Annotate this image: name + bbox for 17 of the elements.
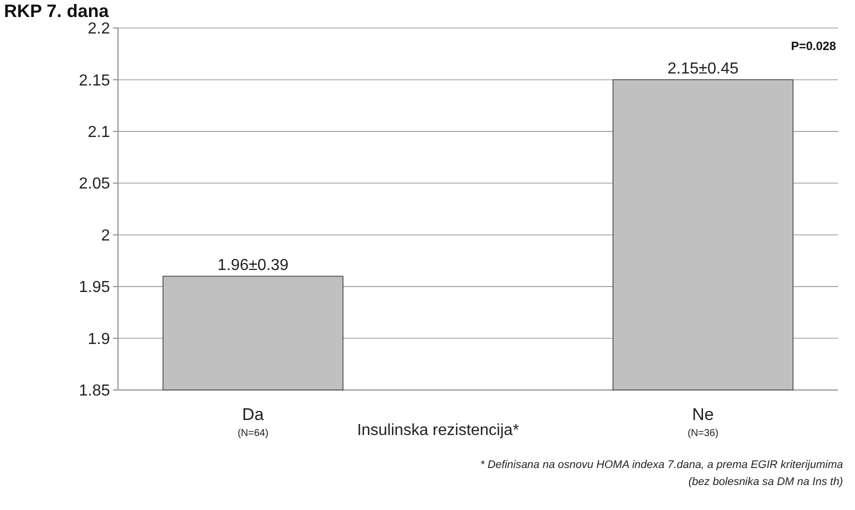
- text: (bez bolesnika sa DM na Ins th): [688, 476, 844, 488]
- y-tick-label: 2: [101, 227, 110, 244]
- x-tick-label: Da (N=64): [238, 405, 268, 439]
- x-tick-label: Ne (N=36): [688, 405, 718, 439]
- y-tick-label: 1.9: [88, 330, 110, 348]
- text: * Definisana na osnovu HOMA indexa 7.dana, a prema EGIR kriterijumima: [480, 459, 843, 471]
- y-tick-label: 1.95: [78, 279, 110, 296]
- y-tick-label: 2.2: [88, 20, 110, 38]
- y-tick-label: 1.85: [78, 382, 110, 400]
- y-tick-label: 2.15: [78, 72, 110, 90]
- chart-title: RKP 7. dana: [4, 1, 110, 21]
- y-tick-label: 2.05: [78, 176, 110, 193]
- x-axis-title: Insulinska rezistencija*: [357, 422, 519, 439]
- data-label: 2.15±0.45: [667, 60, 739, 78]
- data-label: 1.96±0.39: [217, 257, 289, 274]
- y-tick-label: 2.1: [88, 124, 110, 142]
- annotation: P=0.028: [790, 39, 836, 53]
